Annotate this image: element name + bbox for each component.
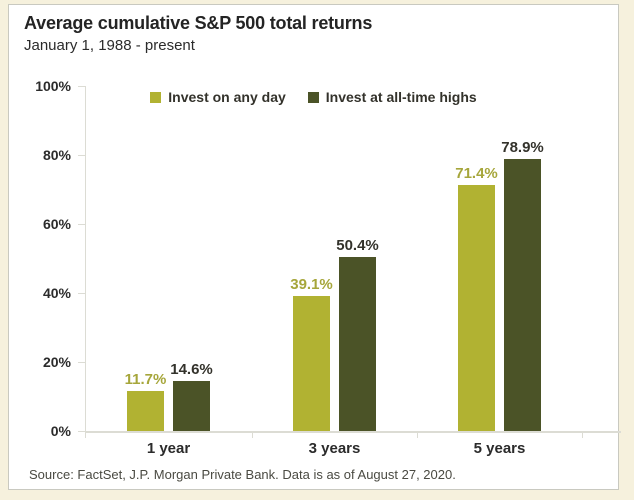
x-axis-category-label: 5 years: [473, 440, 526, 457]
y-axis-tick-label: 40%: [42, 285, 71, 301]
legend-item-all-time-highs: Invest at all-time highs: [307, 89, 477, 105]
source-note: Source: FactSet, J.P. Morgan Private Ban…: [29, 467, 456, 482]
x-axis-tick-mark: [417, 433, 418, 438]
y-axis-line: [85, 86, 86, 431]
bar-invest-on-any-day-5-years: [458, 184, 495, 431]
y-axis-tick-mark: [78, 224, 85, 225]
bar-value-label: 71.4%: [455, 164, 498, 182]
x-axis-category-label: 3 years: [308, 440, 361, 457]
chart-card: Average cumulative S&P 500 total returns…: [8, 4, 621, 490]
y-axis-tick-mark: [78, 362, 85, 363]
x-axis-tick-mark: [582, 433, 583, 438]
bar-value-label: 39.1%: [290, 276, 333, 294]
y-axis-tick-label: 20%: [42, 354, 71, 370]
y-axis-tick-label: 100%: [35, 78, 71, 94]
y-axis-tick-mark: [78, 293, 85, 294]
x-axis-tick-mark: [85, 433, 86, 438]
bar-invest-at-all-time-highs-5-years: [504, 158, 541, 431]
chart-legend: Invest on any day Invest at all-time hig…: [9, 89, 618, 105]
x-axis-tick-mark: [251, 433, 253, 438]
y-axis-tick-label: 0%: [50, 423, 71, 439]
bar-value-label: 50.4%: [336, 237, 379, 255]
page-title: Average cumulative S&P 500 total returns: [24, 13, 373, 33]
bar-column: 50.4%: [336, 237, 379, 431]
bar-column: 39.1%: [290, 276, 333, 431]
bar-invest-on-any-day-3-years: [293, 296, 330, 431]
y-axis-tick-mark: [78, 86, 85, 87]
legend-label-all-time-highs: Invest at all-time highs: [325, 89, 477, 105]
bar-group-5-years: 71.4% 78.9% 5 years: [455, 86, 544, 457]
bar-column: 14.6%: [170, 360, 213, 431]
bar-group-1-year: 11.7% 14.6% 1 year: [124, 86, 213, 457]
page-subtitle: January 1, 1988 - present: [24, 37, 195, 54]
x-axis-category-label: 1 year: [146, 440, 191, 457]
legend-swatch-any-day-icon: [150, 91, 162, 103]
y-axis-labels: 100% 80% 60% 40% 20% 0%: [19, 78, 71, 439]
bar-invest-at-all-time-highs-1-year: [173, 380, 210, 431]
plot-area: 11.7% 14.6% 1 year 39.1% 50.4% 3 years 71.4% 78…: [86, 86, 621, 457]
y-axis-tick-label: 80%: [42, 147, 71, 163]
legend-swatch-all-time-highs-icon: [307, 91, 319, 103]
bar-value-label: 78.9%: [501, 138, 544, 156]
bar-invest-at-all-time-highs-3-years: [339, 257, 376, 431]
bar-group-3-years: 39.1% 50.4% 3 years: [290, 86, 379, 457]
bar-column: 78.9%: [501, 138, 544, 431]
bar-column: 71.4%: [455, 164, 498, 431]
y-axis-tick-mark: [78, 155, 85, 156]
y-axis-tick-mark: [78, 431, 85, 432]
x-axis-line: [85, 431, 621, 433]
bar-column: 11.7%: [124, 370, 167, 431]
y-axis-tick-label: 60%: [42, 216, 71, 232]
legend-item-any-day: Invest on any day: [150, 89, 286, 105]
bar-value-label: 14.6%: [170, 360, 213, 378]
bar-value-label: 11.7%: [124, 370, 167, 388]
bar-invest-on-any-day-1-year: [127, 390, 164, 431]
legend-label-any-day: Invest on any day: [168, 89, 286, 105]
